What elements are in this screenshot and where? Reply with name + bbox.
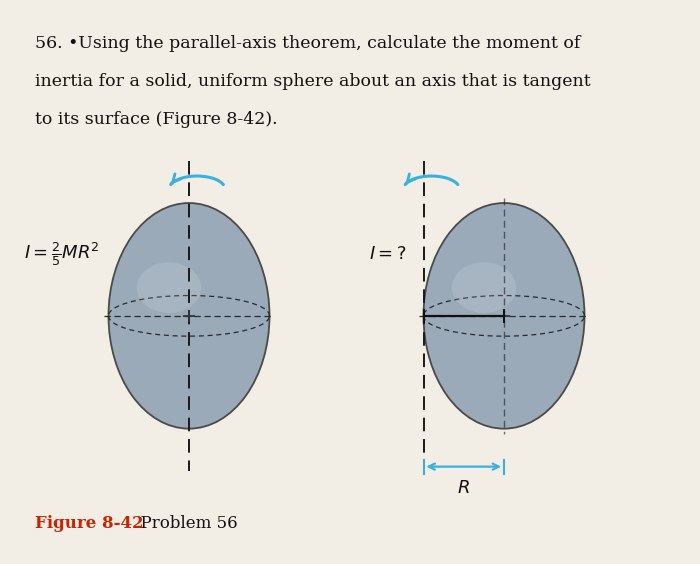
Text: to its surface (Figure 8-42).: to its surface (Figure 8-42). bbox=[35, 111, 278, 128]
Text: $I = \frac{2}{5} MR^2$: $I = \frac{2}{5} MR^2$ bbox=[24, 240, 99, 268]
Text: inertia for a solid, uniform sphere about an axis that is tangent: inertia for a solid, uniform sphere abou… bbox=[35, 73, 591, 90]
Ellipse shape bbox=[424, 203, 584, 429]
Ellipse shape bbox=[108, 203, 270, 429]
Text: Problem 56: Problem 56 bbox=[130, 515, 237, 532]
Text: $I = ?$: $I = ?$ bbox=[368, 245, 406, 263]
Ellipse shape bbox=[452, 262, 516, 313]
Text: Figure 8-42: Figure 8-42 bbox=[35, 515, 144, 532]
Text: 56. •Using the parallel-axis theorem, calculate the moment of: 56. •Using the parallel-axis theorem, ca… bbox=[35, 35, 580, 52]
Ellipse shape bbox=[136, 262, 201, 313]
Text: $R$: $R$ bbox=[457, 479, 470, 497]
